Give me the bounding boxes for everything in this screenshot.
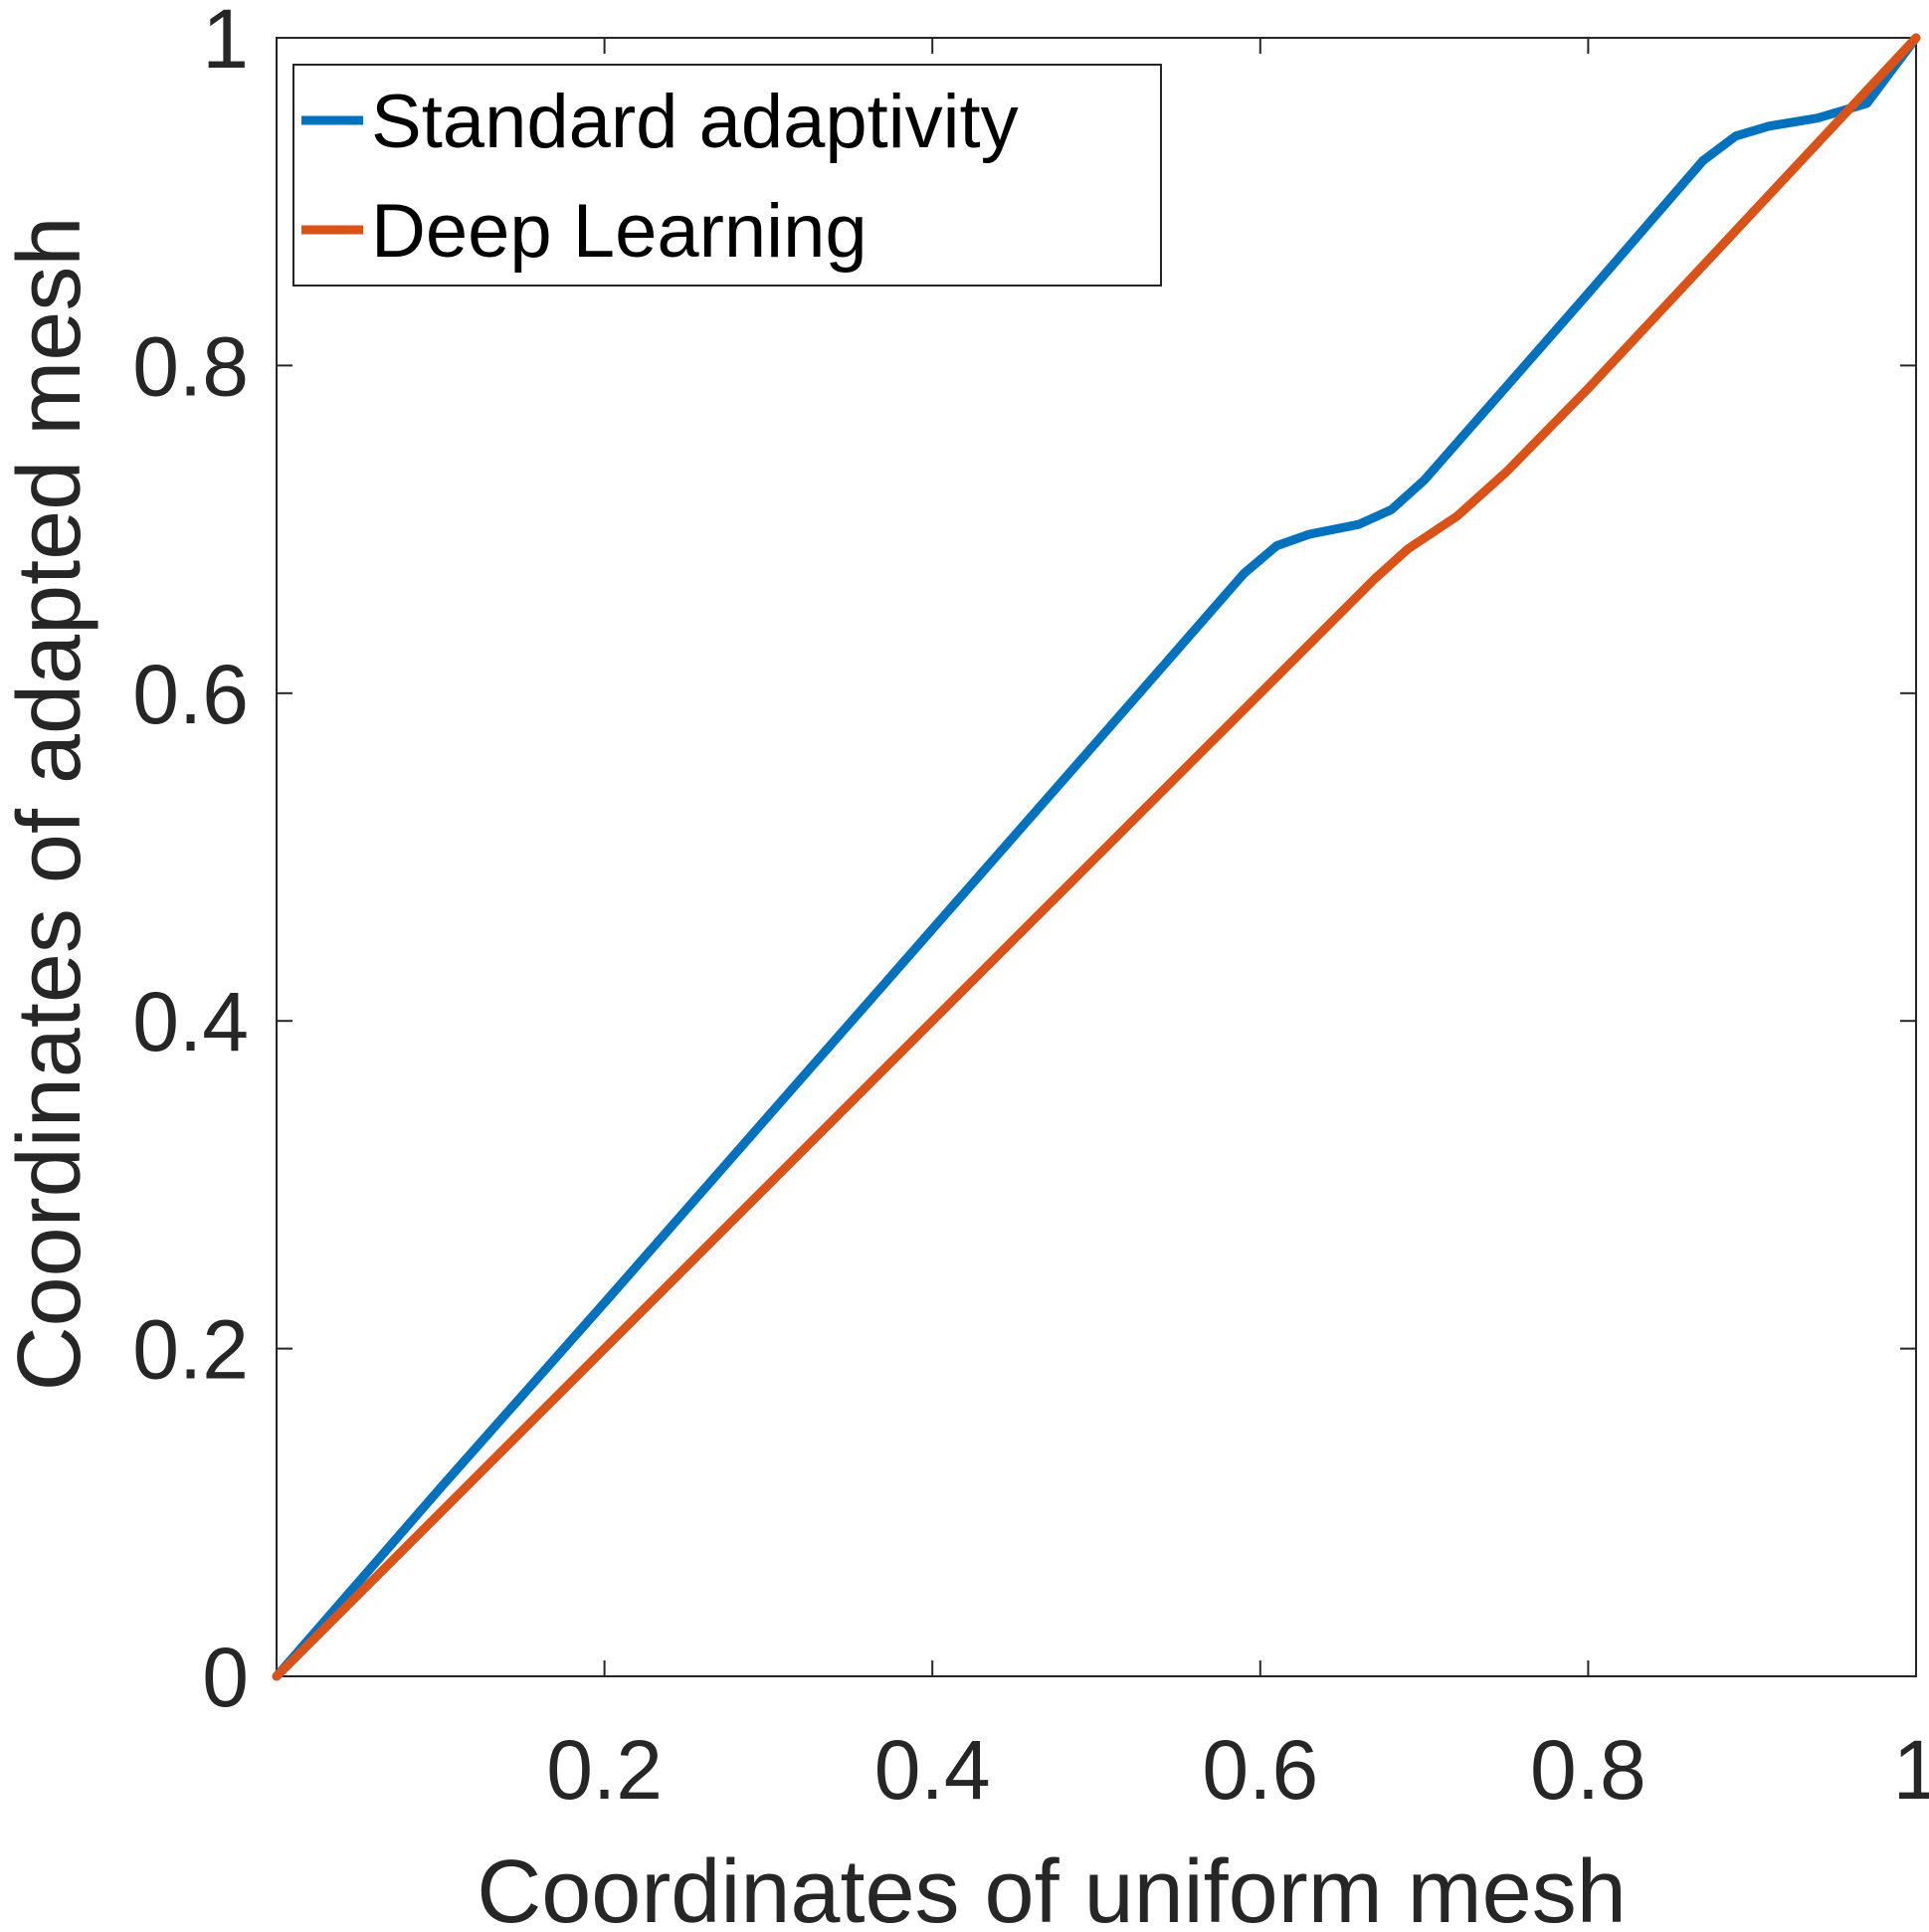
- series-line-deep-learning: [272, 33, 1921, 1681]
- legend-entry-label: Standard adaptivity: [371, 80, 1019, 164]
- series-line-standard-adaptivity: [272, 33, 1921, 1681]
- y-tick-label: 0: [202, 1631, 249, 1724]
- x-tick-label: 0.6: [1202, 1723, 1318, 1817]
- axis-ticks: 0.2 0.4 0.6 0.8 1 0 0.2 0.4 0.6 0.8 1: [132, 0, 1929, 1817]
- x-tick-label: 0.2: [546, 1723, 663, 1817]
- x-tick-label: 0.4: [874, 1723, 991, 1817]
- legend: Standard adaptivity Deep Learning: [292, 64, 1162, 287]
- y-axis-label: Coordinates of adapted mesh: [0, 217, 99, 1392]
- y-tick-label: 0.4: [132, 975, 249, 1068]
- x-tick-label: 1: [1893, 1723, 1929, 1817]
- series-lines: [272, 33, 1921, 1681]
- legend-entry-label: Deep Learning: [371, 189, 868, 274]
- y-tick-label: 0.8: [132, 319, 249, 413]
- y-tick-label: 0.6: [132, 648, 249, 741]
- y-tick-label: 1: [202, 0, 249, 86]
- plot-frame: [276, 37, 1917, 1677]
- x-axis-label: Coordinates of uniform mesh: [477, 1842, 1627, 1932]
- axes-box: [276, 37, 1917, 1677]
- y-tick-label: 0.2: [132, 1303, 249, 1397]
- x-tick-label: 0.8: [1530, 1723, 1646, 1817]
- legend-box: [292, 64, 1162, 287]
